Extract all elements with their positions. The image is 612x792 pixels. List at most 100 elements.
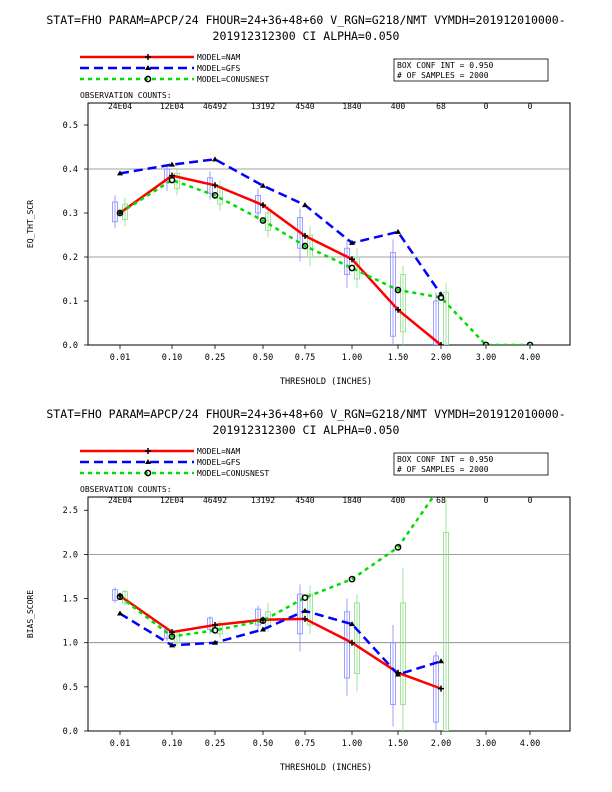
point-s1-5 — [349, 621, 355, 627]
point-s2-0 — [116, 593, 124, 601]
point-s0-2 — [212, 182, 218, 189]
series-line-2 — [119, 178, 530, 345]
obs-count-0: 24E04 — [108, 496, 132, 505]
x-tick-label-9: 4.00 — [520, 353, 540, 363]
point-s1-0 — [117, 610, 123, 616]
point-s1-7 — [438, 658, 444, 664]
plot-area — [112, 156, 534, 345]
ci-box-s0-5 — [344, 247, 350, 275]
y-tick-label-2: 0.2 — [63, 253, 78, 263]
plot-area — [112, 497, 449, 731]
x-tick-label-0: 0.01 — [110, 739, 130, 749]
y-axis-label: BIAS_SCORE — [26, 590, 35, 638]
point-s2-4 — [301, 242, 309, 250]
plot-frame — [87, 496, 571, 732]
chart-panel-eq-tht-scr: STAT=FHO PARAM=APCP/24 FHOUR=24+36+48+60… — [26, 13, 571, 387]
point-s0-4 — [302, 615, 308, 622]
series-line-1 — [119, 158, 443, 296]
obs-count-8: 0 — [484, 496, 489, 505]
point-s0-7 — [438, 342, 444, 345]
ci-box-s2-6 — [400, 602, 406, 705]
chart-title-line-2: 201912312300 CI ALPHA=0.050 — [213, 29, 400, 43]
point-s2-3 — [259, 217, 267, 224]
obs-count-2: 46492 — [203, 102, 227, 111]
legend-label-2: MODEL=CONUSNEST — [197, 75, 269, 84]
legend-label-0: MODEL=NAM — [197, 53, 241, 62]
y-tick-label-4: 2.0 — [63, 550, 78, 560]
point-s1-1 — [169, 161, 175, 167]
x-tick-label-2: 0.25 — [205, 739, 225, 749]
x-tick-label-4: 0.75 — [295, 739, 315, 749]
plot-frame — [87, 102, 571, 346]
obs-count-3: 13192 — [251, 496, 275, 505]
point-s1-1 — [169, 642, 175, 648]
x-tick-label-7: 2.00 — [431, 353, 451, 363]
point-s2-5 — [348, 264, 356, 272]
y-tick-label-2: 1.0 — [63, 639, 78, 649]
x-tick-label-1: 0.10 — [162, 353, 182, 363]
point-s0-7 — [438, 685, 444, 692]
point-s1-3 — [260, 182, 266, 188]
ci-box-s2-6 — [400, 274, 406, 333]
series-line-2 — [119, 497, 435, 638]
point-s1-5 — [349, 239, 355, 245]
x-axis-label: THRESHOLD (INCHES) — [280, 377, 372, 387]
x-tick-label-5: 1.00 — [342, 353, 362, 363]
point-s2-7 — [437, 294, 445, 301]
x-tick-label-6: 1.50 — [388, 739, 408, 749]
x-tick-label-3: 0.50 — [253, 353, 273, 363]
point-s2-2 — [211, 192, 219, 199]
legend-label-2: MODEL=CONUSNEST — [197, 469, 269, 478]
point-s2-5 — [348, 575, 356, 583]
ci-box-s2-7 — [443, 531, 449, 731]
point-s2-1 — [168, 176, 176, 184]
chart-panel-bias-score: STAT=FHO PARAM=APCP/24 FHOUR=24+36+48+60… — [26, 407, 571, 773]
y-tick-label-1: 0.1 — [63, 297, 78, 307]
obs-count-2: 46492 — [203, 496, 227, 505]
y-tick-label-5: 2.5 — [63, 506, 78, 516]
ci-box-s0-3 — [255, 608, 261, 626]
ci-box-s2-7 — [443, 291, 449, 345]
point-s1-0 — [117, 170, 123, 176]
point-s1-3 — [260, 626, 266, 632]
obs-count-9: 0 — [528, 102, 533, 111]
obs-count-7: 68 — [436, 102, 446, 111]
obs-count-5: 1840 — [342, 496, 361, 505]
x-tick-label-6: 1.50 — [388, 353, 408, 363]
point-s2-6 — [394, 543, 402, 551]
point-s2-3 — [259, 617, 267, 624]
y-tick-label-0: 0.0 — [63, 727, 78, 737]
point-s1-2 — [212, 156, 218, 162]
point-s0-6 — [395, 306, 401, 313]
box-info-frame — [393, 58, 549, 82]
box-info-conf: BOX CONF INT = 0.950 — [397, 61, 494, 70]
ci-box-s2-4 — [307, 593, 313, 626]
point-s0-5 — [349, 256, 355, 263]
obs-count-6: 400 — [391, 496, 406, 505]
obs-count-4: 4540 — [295, 496, 314, 505]
point-s1-2 — [212, 639, 218, 645]
y-tick-label-3: 1.5 — [63, 595, 78, 605]
point-s2-8 — [482, 341, 490, 345]
box-info-samples: # OF SAMPLES = 2000 — [397, 71, 489, 80]
series-line-0 — [119, 594, 442, 690]
x-tick-label-2: 0.25 — [205, 353, 225, 363]
legend-marker-2 — [144, 469, 152, 477]
obs-counts-label: OBSERVATION COUNTS: — [80, 485, 172, 494]
series-line-1 — [119, 609, 442, 676]
y-tick-label-4: 0.4 — [63, 165, 78, 175]
legend-marker-1 — [145, 65, 151, 70]
x-tick-label-4: 0.75 — [295, 353, 315, 363]
x-axis-label: THRESHOLD (INCHES) — [280, 763, 372, 773]
obs-count-9: 0 — [528, 496, 533, 505]
box-info-frame — [393, 452, 549, 476]
y-tick-label-1: 0.5 — [63, 683, 78, 693]
point-s1-4 — [302, 607, 308, 613]
x-tick-label-8: 3.00 — [476, 353, 496, 363]
x-tick-label-1: 0.10 — [162, 739, 182, 749]
ci-box-s0-4 — [297, 593, 303, 635]
obs-count-7: 68 — [436, 496, 446, 505]
legend-marker-0 — [145, 448, 151, 454]
obs-count-5: 1840 — [342, 102, 361, 111]
